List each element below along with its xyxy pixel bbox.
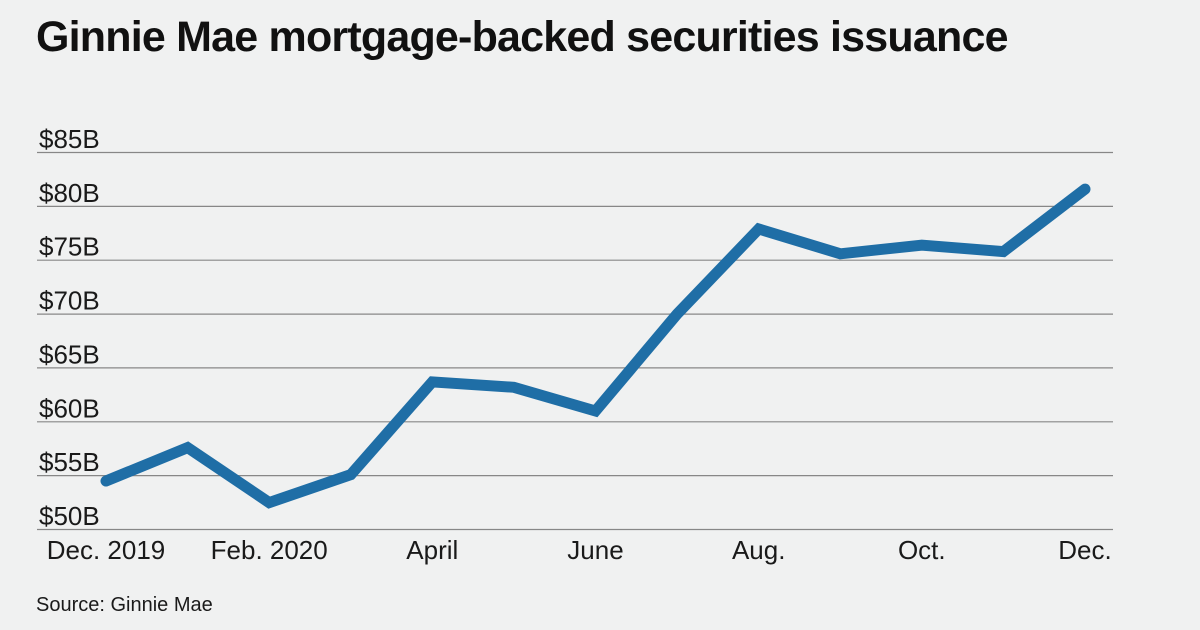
y-axis-tick-label: $85B [39,124,100,154]
y-axis-tick-label: $65B [39,339,100,369]
chart-title: Ginnie Mae mortgage-backed securities is… [36,13,1008,61]
x-axis-tick-label: Oct. [898,535,946,565]
x-axis-tick-label: Dec. 2019 [47,535,166,565]
y-axis-tick-label: $50B [39,501,100,531]
x-axis-tick-label: Aug. [732,535,786,565]
x-axis-tick-label: Feb. 2020 [211,535,328,565]
x-axis-tick-label: April [406,535,458,565]
x-axis-tick-label: Dec. [1058,535,1111,565]
y-axis-tick-label: $70B [39,286,100,316]
y-axis-tick-label: $55B [39,447,100,477]
issuance-line-series [100,183,1091,509]
source-note: Source: Ginnie Mae [36,594,213,616]
x-axis-tick-label: June [567,535,623,565]
y-axis-tick-label: $75B [39,232,100,262]
y-axis-tick-label: $80B [39,178,100,208]
y-axis-tick-label: $60B [39,393,100,423]
